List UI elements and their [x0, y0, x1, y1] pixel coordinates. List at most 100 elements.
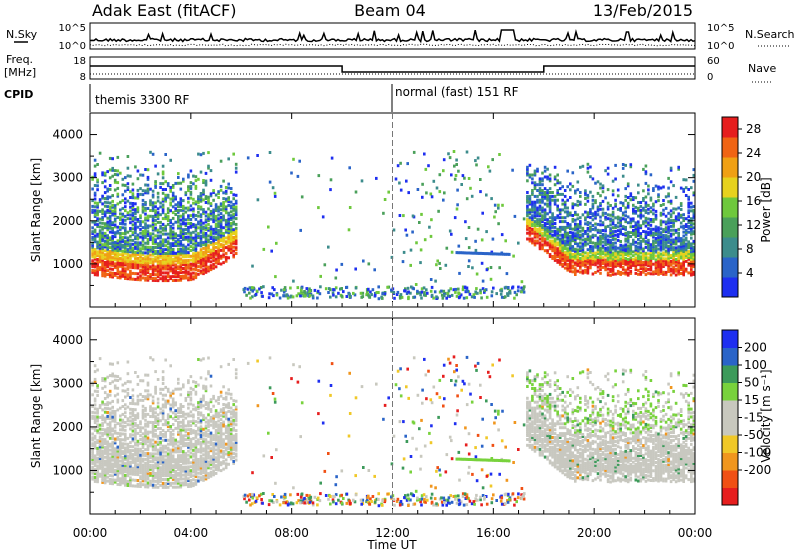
velocity-cell [161, 446, 165, 450]
power-cell [154, 228, 157, 232]
velocity-cell [136, 414, 140, 418]
power-cell [692, 253, 696, 257]
power-cell [626, 236, 630, 240]
power-cell [642, 230, 645, 233]
power-cell [156, 257, 160, 261]
power-cell [574, 218, 577, 222]
power-cell [144, 234, 147, 237]
range-tick-label: 4000 [52, 128, 83, 142]
power-cell [141, 270, 145, 274]
power-cell [667, 239, 670, 242]
power-cell [141, 264, 145, 268]
power-cell [224, 205, 228, 209]
power-cell [108, 224, 112, 228]
power-cell [224, 257, 228, 261]
power-cell [177, 255, 180, 259]
velocity-cell [91, 465, 94, 469]
power-cell [594, 222, 597, 226]
velocity-cell [156, 466, 160, 470]
power-cell [197, 197, 200, 201]
power-cell [531, 216, 534, 220]
velocity-cell [144, 471, 147, 475]
velocity-cell [151, 472, 155, 475]
power-cell [106, 189, 109, 193]
power-cell [182, 230, 185, 234]
velocity-cell [156, 434, 160, 438]
power-cell [106, 195, 109, 199]
power-cell [272, 294, 275, 298]
power-cell [194, 237, 198, 241]
power-cell [96, 263, 99, 267]
power-cell [184, 224, 188, 228]
power-cell [151, 259, 155, 263]
velocity-cell [126, 372, 130, 376]
power-cell [251, 289, 254, 293]
power-cell [141, 189, 145, 193]
velocity-cell [98, 431, 102, 435]
velocity-cell [121, 405, 125, 408]
power-cell [453, 216, 457, 220]
power-cell [556, 227, 559, 231]
velocity-cell [101, 422, 104, 426]
velocity-cell [98, 453, 102, 457]
velocity-cell [141, 446, 145, 449]
velocity-cell [159, 462, 162, 466]
power-cell [141, 257, 145, 261]
power-cell [121, 193, 125, 197]
power-cell [91, 249, 94, 253]
power-cell [209, 204, 213, 207]
power-cell [470, 194, 474, 198]
power-cell [637, 272, 640, 276]
power-cell [270, 292, 274, 296]
power-cell [632, 242, 635, 246]
power-cell [553, 165, 557, 169]
power-cell [569, 240, 572, 244]
power-cell [96, 258, 99, 261]
power-cell [274, 275, 277, 279]
power-cell [481, 211, 484, 215]
power-cell [134, 225, 137, 229]
power-cell [113, 207, 117, 211]
power-cell [136, 258, 140, 262]
power-cell [113, 248, 117, 252]
power-cell [126, 250, 130, 254]
power-cell [586, 265, 590, 269]
power-cell [103, 255, 107, 259]
power-cell [674, 246, 678, 250]
power-cell [435, 297, 438, 300]
power-cell [528, 200, 532, 204]
power-cell [657, 185, 660, 189]
power-cell [563, 260, 567, 264]
power-cell [581, 250, 585, 254]
power-cell [448, 229, 452, 233]
power-cell [169, 220, 172, 224]
power-cell [348, 292, 351, 296]
power-cell [199, 234, 203, 238]
velocity-cell [139, 420, 142, 424]
power-cell [151, 249, 155, 253]
power-cell [611, 212, 615, 216]
power-cell [672, 257, 675, 261]
power-cell [219, 245, 223, 248]
power-cell [672, 221, 675, 224]
power-cell [599, 231, 602, 235]
power-cell [433, 290, 437, 294]
power-cell [654, 262, 658, 266]
power-cell [420, 296, 423, 300]
power-cell [270, 249, 273, 253]
power-cell [299, 292, 303, 296]
power-cell [149, 267, 152, 271]
power-cell [179, 203, 183, 207]
power-cell [621, 217, 625, 221]
power-cell [657, 263, 660, 267]
power-cell [204, 228, 208, 232]
power-cell [103, 253, 107, 257]
power-cell [541, 194, 544, 198]
power-cell [574, 189, 577, 193]
power-cell [569, 244, 572, 248]
velocity-cell [111, 454, 114, 458]
power-cell [131, 211, 135, 215]
velocity-cell [139, 449, 142, 453]
power-cell [126, 261, 130, 265]
power-cell [177, 210, 180, 214]
